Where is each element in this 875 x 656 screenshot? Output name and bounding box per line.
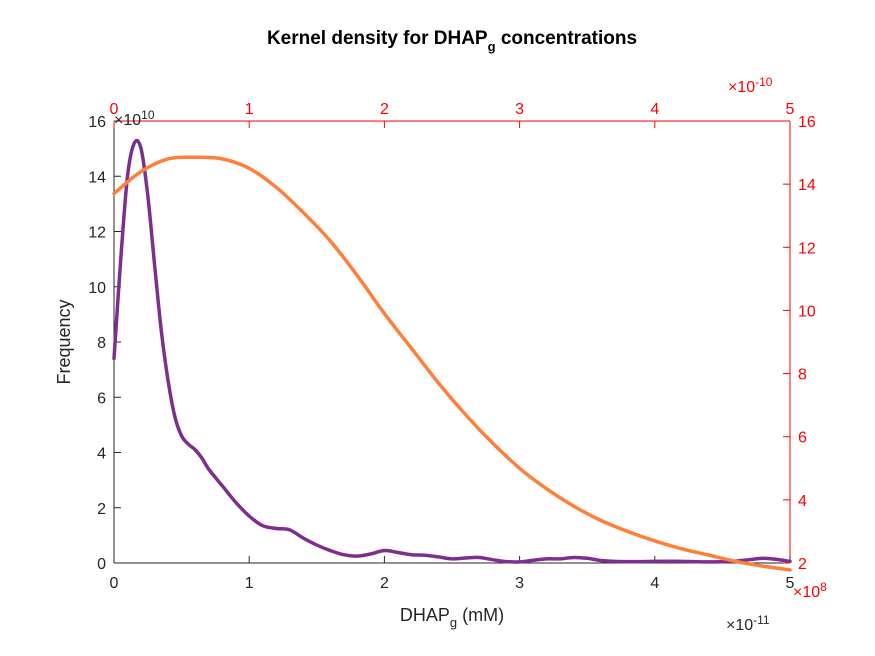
x-top-tick-label: 2 bbox=[380, 101, 389, 118]
series-layer bbox=[112, 138, 792, 572]
x-bottom-tick-label: 3 bbox=[515, 575, 524, 592]
y-right-tick-label: 14 bbox=[798, 177, 816, 194]
y-right-tick-label: 4 bbox=[798, 493, 807, 510]
y-left-multiplier: ×1010 bbox=[114, 108, 155, 129]
y-axis-label: Frequency bbox=[54, 299, 74, 384]
plot-axes-box bbox=[113, 120, 791, 564]
x-top-tick-label: 5 bbox=[786, 101, 795, 118]
y-right-tick-label: 2 bbox=[798, 556, 807, 573]
y-left-tick-label: 12 bbox=[88, 225, 106, 242]
y-left-tick-label: 4 bbox=[97, 446, 106, 463]
chart-title: Kernel density for DHAPg concentrations bbox=[267, 28, 637, 54]
y-right-tick-label: 12 bbox=[798, 240, 816, 257]
y-left-tick-label: 6 bbox=[97, 390, 106, 407]
y-axis-left-ticks: 0 2 4 6 8 10 12 14 16 bbox=[88, 114, 121, 573]
y-right-tick-label: 16 bbox=[798, 114, 816, 131]
y-left-tick-label: 2 bbox=[97, 501, 106, 518]
x-top-tick-label: 3 bbox=[515, 101, 524, 118]
y-left-tick-label: 14 bbox=[88, 169, 106, 186]
y-left-tick-label: 0 bbox=[97, 556, 106, 573]
x-axis-label: DHAPg (mM) bbox=[400, 605, 504, 630]
x-bottom-tick-label: 5 bbox=[786, 575, 795, 592]
series-line-orange bbox=[112, 155, 792, 572]
x-bottom-tick-label: 4 bbox=[650, 575, 659, 592]
series-line-purple bbox=[112, 138, 792, 564]
x-bottom-tick-label: 2 bbox=[380, 575, 389, 592]
x-top-tick-label: 4 bbox=[650, 101, 659, 118]
x-top-tick-label: 1 bbox=[245, 101, 254, 118]
x-axis-bottom-ticks: 0 1 2 3 4 5 bbox=[110, 556, 795, 592]
y-right-tick-label: 8 bbox=[798, 367, 807, 384]
x-bottom-tick-label: 1 bbox=[245, 575, 254, 592]
x-top-tick-label: 0 bbox=[110, 101, 119, 118]
y-axis-right-ticks: 2 4 6 8 10 12 14 16 bbox=[783, 114, 816, 573]
y-left-tick-label: 10 bbox=[88, 280, 106, 297]
y-left-tick-label: 16 bbox=[88, 114, 106, 131]
x-top-multiplier: ×10-10 bbox=[728, 75, 773, 96]
x-axis-top-ticks: 0 1 2 3 4 5 bbox=[110, 101, 795, 128]
x-bottom-tick-label: 0 bbox=[110, 575, 119, 592]
x-bottom-multiplier: ×10-11 bbox=[726, 613, 770, 634]
y-right-tick-label: 6 bbox=[798, 430, 807, 447]
y-right-tick-label: 10 bbox=[798, 303, 816, 320]
y-left-tick-label: 8 bbox=[97, 335, 106, 352]
y-right-multiplier: ×108 bbox=[793, 580, 827, 601]
